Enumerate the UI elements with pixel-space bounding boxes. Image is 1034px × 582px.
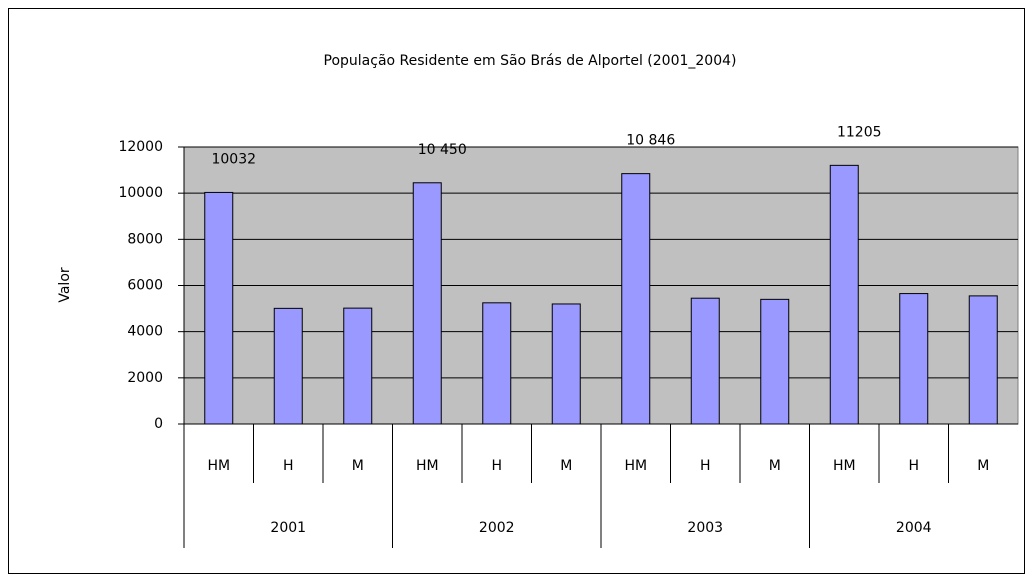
x-group-label: 2003 xyxy=(687,520,723,536)
x-group-label: 2001 xyxy=(270,520,306,536)
chart-title: População Residente em São Brás de Alpor… xyxy=(324,53,737,69)
bar xyxy=(343,307,373,425)
y-tick-label: 2000 xyxy=(127,370,163,386)
x-tick-label: HM xyxy=(833,458,856,474)
bar xyxy=(760,298,790,425)
bar xyxy=(690,297,720,425)
bar xyxy=(273,307,303,425)
x-tick-label: HM xyxy=(624,458,647,474)
bar xyxy=(482,302,512,425)
x-tick-label: H xyxy=(908,458,919,474)
x-tick-label: M xyxy=(560,458,572,474)
x-tick-label: H xyxy=(700,458,711,474)
y-axis-label: Valor xyxy=(57,267,73,303)
bar xyxy=(621,173,651,425)
y-tick-label: 10000 xyxy=(118,185,163,201)
bar xyxy=(551,303,581,425)
x-tick-label: M xyxy=(352,458,364,474)
x-tick-label: HM xyxy=(416,458,439,474)
y-tick-label: 8000 xyxy=(127,231,163,247)
x-tick-label: H xyxy=(283,458,294,474)
y-tick-label: 6000 xyxy=(127,278,163,294)
x-group-label: 2002 xyxy=(479,520,515,536)
x-tick-label: H xyxy=(491,458,502,474)
x-tick-label: M xyxy=(769,458,781,474)
y-tick-label: 12000 xyxy=(118,139,163,155)
y-tick-label: 4000 xyxy=(127,324,163,340)
data-label: 10032 xyxy=(211,151,256,167)
bar xyxy=(968,295,998,425)
data-label: 11205 xyxy=(837,124,882,140)
x-tick-label: M xyxy=(977,458,989,474)
data-label: 10 846 xyxy=(626,133,675,149)
data-label: 10 450 xyxy=(418,142,467,158)
x-tick-label: HM xyxy=(207,458,230,474)
bar xyxy=(204,191,234,425)
y-tick-label: 0 xyxy=(154,416,163,432)
bar xyxy=(412,182,442,425)
bar xyxy=(829,164,859,425)
bar xyxy=(899,293,929,425)
x-group-label: 2004 xyxy=(896,520,932,536)
